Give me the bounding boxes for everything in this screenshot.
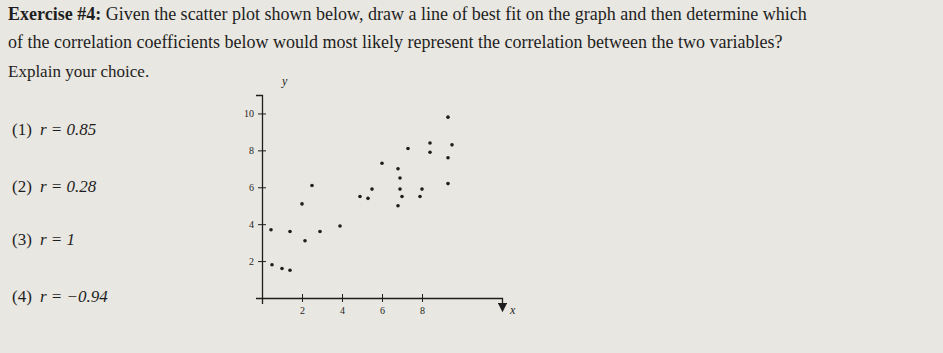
point	[446, 182, 450, 186]
y-tick-label: 6	[249, 182, 254, 193]
option-text: r = 1	[40, 230, 75, 249]
y-tick: 8	[249, 145, 266, 156]
point	[396, 204, 400, 208]
y-tick-label: 4	[249, 219, 254, 230]
x-tick-mark	[422, 294, 423, 302]
point	[398, 176, 402, 180]
x-tick-label: 8	[420, 305, 425, 316]
point	[428, 150, 432, 154]
point	[358, 195, 362, 199]
option-label: (4)	[12, 287, 32, 306]
option: (1) r = 0.85	[12, 120, 96, 139]
point	[288, 230, 292, 234]
y-tick: 10	[244, 108, 266, 119]
option-label: (3)	[12, 230, 32, 249]
point	[270, 263, 274, 267]
point	[303, 239, 307, 243]
point	[450, 143, 454, 147]
exercise-line: Exercise #4: Given the scatter plot show…	[8, 4, 807, 24]
x-tick: 8	[420, 294, 425, 316]
option-text: r = −0.94	[40, 287, 108, 306]
point	[380, 161, 384, 165]
y-tick-mark	[258, 113, 266, 114]
x-tick-label: 4	[340, 305, 345, 316]
y-tick: 2	[249, 256, 266, 267]
x-axis-title: x	[509, 303, 516, 317]
x-tick: 6	[380, 294, 385, 316]
point	[310, 184, 314, 188]
x-tick: 4	[340, 294, 345, 316]
point	[418, 195, 422, 199]
point	[338, 224, 342, 228]
page: Exercise #4: Given the scatter plot show…	[0, 0, 943, 353]
option-label: (1)	[12, 120, 32, 139]
option-label: (2)	[12, 177, 32, 196]
point	[446, 156, 450, 160]
option: (4) r = −0.94	[12, 287, 108, 306]
heading: Exercise #4:	[8, 4, 101, 24]
point	[406, 147, 410, 151]
option: (2) r = 0.28	[12, 177, 97, 196]
y-tick: 4	[249, 219, 266, 230]
y-tick-label: 8	[249, 145, 254, 156]
y-tick-label: 10	[244, 108, 254, 119]
point	[446, 115, 450, 119]
point	[396, 167, 400, 171]
text-line: Explain your choice.	[8, 62, 149, 81]
x-axis: 2 4 6 8	[263, 294, 503, 316]
x-tick: 2	[300, 294, 305, 316]
option-text: r = 0.28	[40, 177, 97, 196]
points	[269, 115, 454, 272]
x-tick-mark	[342, 294, 343, 302]
point	[428, 141, 432, 145]
option: (3) r = 1	[12, 230, 75, 249]
x-tick-mark	[382, 294, 383, 302]
y-tick-mark	[258, 224, 266, 225]
option-text: r = 0.85	[40, 120, 96, 139]
y-axis: 2 4 6 8 10	[244, 96, 266, 299]
y-tick: 6	[249, 182, 266, 193]
point	[269, 228, 273, 232]
x-tick-label: 2	[300, 305, 305, 316]
point	[318, 230, 322, 234]
point	[370, 187, 374, 191]
point	[280, 267, 284, 271]
y-tick-mark	[258, 261, 266, 262]
text-line: Given the scatter plot shown below, draw…	[101, 4, 807, 24]
y-tick-mark	[258, 150, 266, 151]
point	[420, 187, 424, 191]
point	[398, 187, 402, 191]
y-axis-title: y	[281, 74, 288, 88]
y-axis-line	[256, 96, 263, 299]
point	[300, 202, 304, 206]
point	[400, 195, 404, 199]
text-line: of the correlation coefficients below wo…	[8, 32, 782, 52]
x-tick-label: 6	[380, 305, 385, 316]
point	[288, 269, 292, 273]
y-tick-mark	[258, 187, 266, 188]
x-tick-mark	[302, 294, 303, 302]
y-tick-label: 2	[249, 256, 254, 267]
point	[366, 197, 370, 201]
